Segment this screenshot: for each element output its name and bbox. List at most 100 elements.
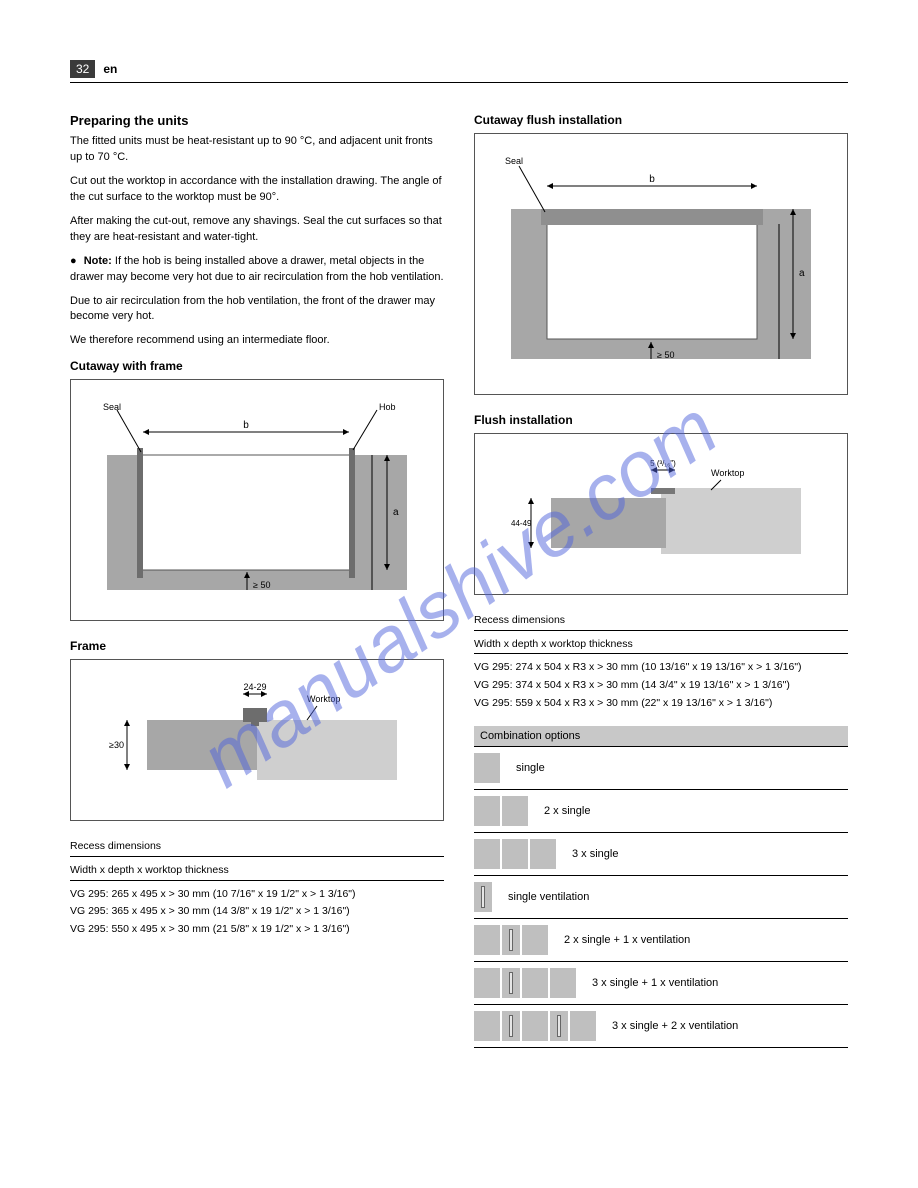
combo-row: single: [474, 746, 848, 790]
combo-label: single: [516, 762, 545, 774]
note-text-2: Due to air recirculation from the hob ve…: [70, 294, 444, 326]
dim-row: VG 295: 365 x 495 x > 30 mm (14 3/8" x 1…: [70, 904, 444, 919]
module-hob-icon: [474, 839, 500, 869]
fig3-dim-gap: ≥ 50: [657, 350, 674, 360]
combo-icons: [474, 968, 576, 998]
module-hob-icon: [570, 1011, 596, 1041]
module-ventilation-icon: [474, 882, 492, 912]
fig2-label-worktop: Worktop: [307, 694, 340, 704]
left-column: Preparing the units The fitted units mus…: [70, 103, 444, 1048]
intro-text-3: After making the cut-out, remove any sha…: [70, 214, 444, 246]
figure-3-box: b Seal a ≥ 50: [474, 133, 848, 395]
dims-heading-right: Recess dimensions: [474, 613, 848, 628]
combo-row: 2 x single + 1 x ventilation: [474, 919, 848, 962]
combo-row: 3 x single + 2 x ventilation: [474, 1005, 848, 1048]
vent-slot: [557, 1015, 561, 1037]
dims-list-right: VG 295: 274 x 504 x R3 x > 30 mm (10 13/…: [474, 660, 848, 710]
combo-header: Combination options: [474, 726, 848, 746]
right-column: Cutaway flush installation b Seal a: [474, 103, 848, 1048]
module-hob-icon: [474, 753, 500, 783]
vent-slot: [481, 886, 485, 908]
page-lang: en: [103, 62, 117, 76]
combo-label: single ventilation: [508, 891, 589, 903]
fig4-title: Flush installation: [474, 413, 848, 427]
combo-icons: [474, 796, 528, 826]
combo-icons: [474, 839, 556, 869]
module-ventilation-icon: [502, 1011, 520, 1041]
combo-row: 3 x single + 1 x ventilation: [474, 962, 848, 1005]
fig2-dim-left: ≥30: [109, 740, 124, 750]
module-hob-icon: [502, 839, 528, 869]
figure-4-box: 5 (³/₁₆") 44-49 Worktop: [474, 433, 848, 595]
module-hob-icon: [474, 968, 500, 998]
fig4-dim-left: 44-49: [511, 519, 532, 528]
combo-icons: [474, 882, 492, 912]
combo-row: single ventilation: [474, 876, 848, 919]
module-ventilation-icon: [502, 968, 520, 998]
page-number: 32: [70, 60, 95, 78]
module-hob-icon: [530, 839, 556, 869]
module-hob-icon: [550, 968, 576, 998]
vent-slot: [509, 929, 513, 951]
fig1-dim-gap: ≥ 50: [253, 580, 270, 590]
fig2-title: Frame: [70, 639, 444, 653]
fig4-label-worktop: Worktop: [711, 468, 744, 478]
dim-row: VG 295: 274 x 504 x R3 x > 30 mm (10 13/…: [474, 660, 848, 675]
dims-heading-left: Recess dimensions: [70, 839, 444, 854]
fig4-dim-top: 5 (³/₁₆"): [650, 459, 676, 468]
module-hob-icon: [502, 796, 528, 826]
page-header: 32 en: [70, 60, 848, 83]
module-ventilation-icon: [550, 1011, 568, 1041]
figure-2-box: 24-29 ≥30 Worktop: [70, 659, 444, 821]
fig1-dim-width: b: [243, 420, 249, 431]
dim-row: VG 295: 550 x 495 x > 30 mm (21 5/8" x 1…: [70, 922, 444, 937]
fig1-label-hob: Hob: [379, 402, 396, 412]
combo-icons: [474, 753, 500, 783]
intro-text-2: Cut out the worktop in accordance with t…: [70, 174, 444, 206]
fig3-dim-width: b: [649, 174, 655, 185]
note-icon: ●: [70, 255, 77, 267]
figure-1-box: b Seal Hob a ≥ 50: [70, 379, 444, 621]
dims-sub-right: Width x depth x worktop thickness: [474, 637, 848, 652]
combo-label: 3 x single + 1 x ventilation: [592, 977, 718, 989]
combo-label: 2 x single + 1 x ventilation: [564, 934, 690, 946]
combo-row: 3 x single: [474, 833, 848, 876]
dims-right: Recess dimensions Width x depth x workto…: [474, 613, 848, 710]
fig1-dim-height: a: [393, 507, 399, 518]
module-ventilation-icon: [502, 925, 520, 955]
note-text-1: If the hob is being installed above a dr…: [70, 255, 444, 283]
module-hob-icon: [474, 1011, 500, 1041]
module-hob-icon: [522, 1011, 548, 1041]
dim-row: VG 295: 265 x 495 x > 30 mm (10 7/16" x …: [70, 887, 444, 902]
note-head: Note:: [84, 255, 112, 267]
figure-2-svg: 24-29 ≥30 Worktop: [107, 680, 407, 800]
dims-sub-left: Width x depth x worktop thickness: [70, 863, 444, 878]
vent-slot: [509, 972, 513, 994]
module-hob-icon: [522, 925, 548, 955]
vent-slot: [509, 1015, 513, 1037]
figure-3-svg: b Seal a ≥ 50: [501, 154, 821, 374]
dim-row: VG 295: 374 x 504 x R3 x > 30 mm (14 3/4…: [474, 678, 848, 693]
combo-row: 2 x single: [474, 790, 848, 833]
note-text-3: We therefore recommend using an intermed…: [70, 333, 444, 349]
combo-icons: [474, 1011, 596, 1041]
fig1-label-seal: Seal: [103, 402, 121, 412]
combo-label: 3 x single: [572, 848, 618, 860]
section-title: Preparing the units: [70, 113, 444, 128]
module-hob-icon: [522, 968, 548, 998]
combo-icons: [474, 925, 548, 955]
combo-label: 3 x single + 2 x ventilation: [612, 1020, 738, 1032]
dims-left: Recess dimensions Width x depth x workto…: [70, 839, 444, 936]
fig1-title: Cutaway with frame: [70, 359, 444, 373]
note-paragraph: ● Note: If the hob is being installed ab…: [70, 254, 444, 286]
fig3-label-seal: Seal: [505, 156, 523, 166]
module-hob-icon: [474, 796, 500, 826]
dims-list-left: VG 295: 265 x 495 x > 30 mm (10 7/16" x …: [70, 887, 444, 937]
fig3-title: Cutaway flush installation: [474, 113, 848, 127]
fig2-dim-top: 24-29: [243, 682, 266, 692]
figure-4-svg: 5 (³/₁₆") 44-49 Worktop: [511, 454, 811, 574]
combo-label: 2 x single: [544, 805, 590, 817]
figure-1-svg: b Seal Hob a ≥ 50: [97, 400, 417, 600]
module-hob-icon: [474, 925, 500, 955]
dim-row: VG 295: 559 x 504 x R3 x > 30 mm (22" x …: [474, 696, 848, 711]
